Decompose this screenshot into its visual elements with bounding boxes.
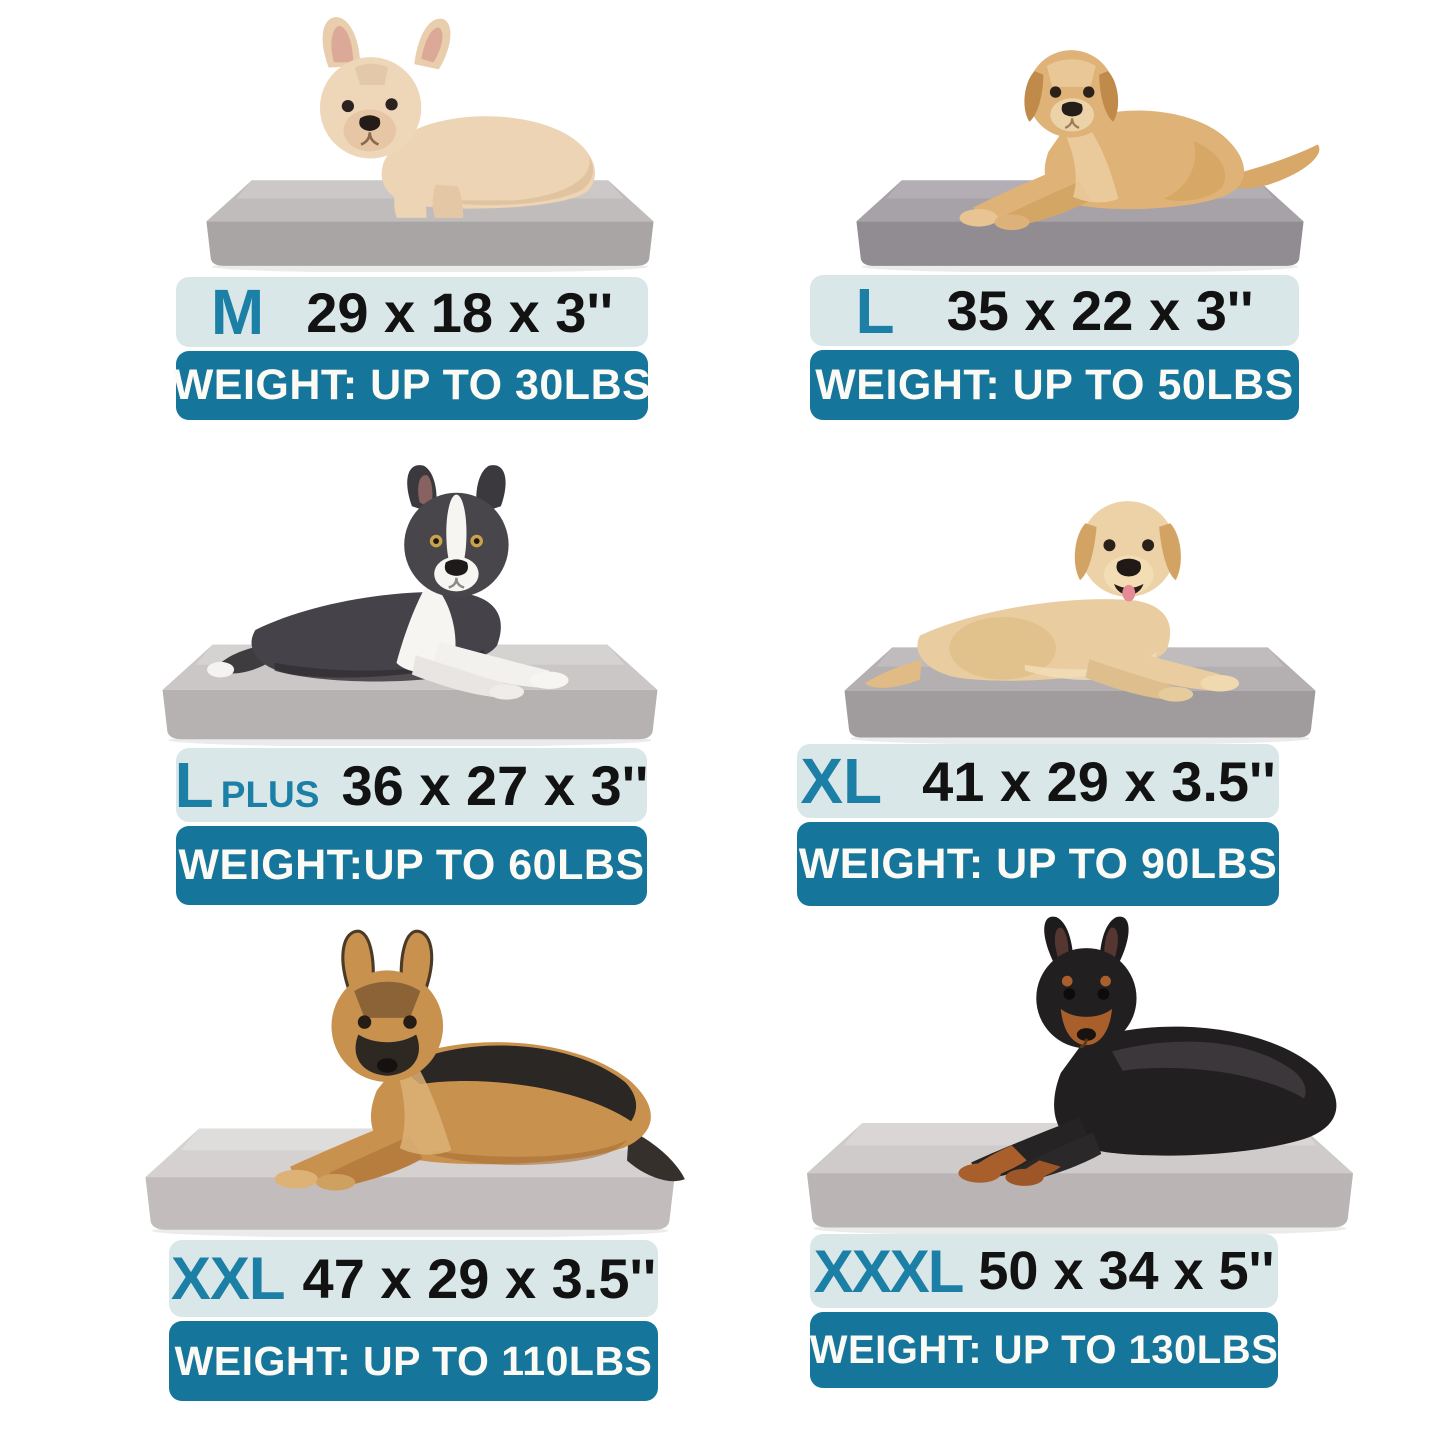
weight-text: WEIGHT: UP TO 90LBS <box>798 839 1278 888</box>
size-label: M <box>210 276 265 348</box>
yellow-labrador <box>864 501 1240 702</box>
doberman <box>958 916 1337 1186</box>
size-card-xxxl: XXXL 50 x 34 x 5'' WEIGHT: UP TO 130LBS <box>760 905 1400 1395</box>
size-dimension-band: L PLUS 36 x 27 x 3'' <box>174 748 649 822</box>
dog-photo-border-collie <box>120 452 700 746</box>
weight-band: WEIGHT: UP TO 30LBS <box>173 351 651 420</box>
size-labels: XL 41 x 29 x 3.5'' WEIGHT: UP TO 90LBS <box>797 744 1279 906</box>
size-card-xxl: XXL 47 x 29 x 3.5'' WEIGHT: UP TO 110LBS <box>100 915 720 1405</box>
dimensions-text: 29 x 18 x 3'' <box>306 280 614 344</box>
border-collie <box>207 465 569 700</box>
weight-text: WEIGHT:UP TO 60LBS <box>178 841 645 889</box>
size-label: XXL <box>170 1245 286 1312</box>
weight-text: WEIGHT: UP TO 110LBS <box>174 1337 653 1384</box>
weight-band: WEIGHT: UP TO 90LBS <box>797 822 1279 906</box>
dimensions-text: 35 x 22 x 3'' <box>946 279 1254 342</box>
weight-band: WEIGHT: UP TO 130LBS <box>810 1312 1278 1388</box>
french-bulldog <box>319 16 595 218</box>
size-label: XL <box>800 745 883 817</box>
size-dimension-band: XL 41 x 29 x 3.5'' <box>797 744 1279 818</box>
size-card-xl: XL 41 x 29 x 3.5'' WEIGHT: UP TO 90LBS <box>770 468 1390 908</box>
size-labels: XXXL 50 x 34 x 5'' WEIGHT: UP TO 130LBS <box>810 1234 1278 1388</box>
weight-band: WEIGHT:UP TO 60LBS <box>176 826 647 905</box>
weight-text: WEIGHT: UP TO 130LBS <box>809 1327 1279 1372</box>
weight-text: WEIGHT: UP TO 30LBS <box>172 361 652 409</box>
size-dimension-band: XXL 47 x 29 x 3.5'' <box>169 1240 658 1317</box>
size-labels: XXL 47 x 29 x 3.5'' WEIGHT: UP TO 110LBS <box>169 1240 658 1401</box>
dog-photo-german-shepherd <box>100 915 720 1237</box>
size-labels: L PLUS 36 x 27 x 3'' WEIGHT:UP TO 60LBS <box>174 748 649 905</box>
size-dimension-band: M 29 x 18 x 3'' <box>176 276 648 348</box>
size-card-l: L 35 x 22 x 3'' WEIGHT: UP TO 50LBS <box>780 10 1380 425</box>
dog-photo-doberman <box>760 905 1400 1235</box>
size-labels: M 29 x 18 x 3'' WEIGHT: UP TO 30LBS <box>173 276 651 420</box>
size-card-m: M 29 x 18 x 3'' WEIGHT: UP TO 30LBS <box>150 10 710 425</box>
size-label-suffix: PLUS <box>220 774 320 815</box>
size-labels: L 35 x 22 x 3'' WEIGHT: UP TO 50LBS <box>810 275 1299 420</box>
dimensions-text: 47 x 29 x 3.5'' <box>302 1247 657 1310</box>
size-label: L <box>855 274 895 347</box>
weight-band: WEIGHT: UP TO 50LBS <box>810 350 1299 420</box>
size-dimension-band: L 35 x 22 x 3'' <box>810 274 1299 347</box>
size-card-l-plus: L PLUS 36 x 27 x 3'' WEIGHT:UP TO 60LBS <box>120 452 700 912</box>
german-shepherd <box>274 929 685 1191</box>
dimensions-text: 41 x 29 x 3.5'' <box>922 749 1276 813</box>
dog-photo-yellow-labrador <box>770 468 1390 744</box>
size-label: XXXL <box>813 1237 965 1305</box>
dimensions-text: 50 x 34 x 5'' <box>978 1241 1275 1301</box>
dog-photo-labrador-puppy <box>780 10 1380 272</box>
weight-band: WEIGHT: UP TO 110LBS <box>169 1321 658 1401</box>
labrador-puppy <box>959 50 1320 231</box>
size-label: L <box>174 749 214 821</box>
size-dimension-band: XXXL 50 x 34 x 5'' <box>810 1234 1278 1308</box>
dimensions-text: 36 x 27 x 3'' <box>341 753 649 817</box>
dog-photo-french-bulldog <box>150 10 710 272</box>
weight-text: WEIGHT: UP TO 50LBS <box>815 360 1294 409</box>
